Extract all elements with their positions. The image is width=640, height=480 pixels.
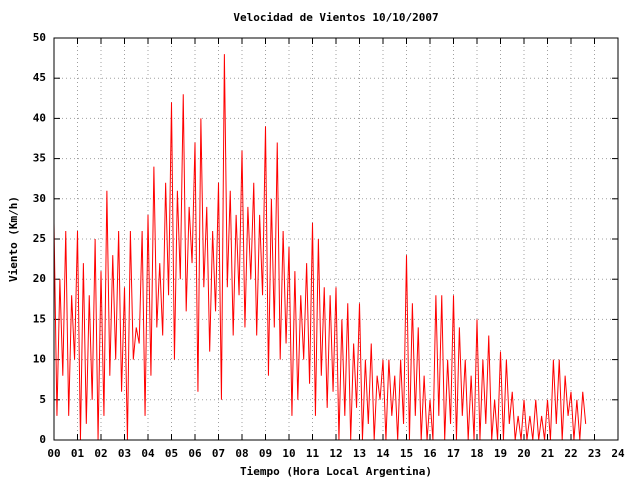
x-axis-label: Tiempo (Hora Local Argentina) [240,465,432,478]
x-tick-label: 10 [282,447,295,460]
wind-line [53,54,587,441]
x-tick-label: 03 [118,447,131,460]
x-tick-label: 16 [423,447,437,460]
x-tick-label: 19 [494,447,507,460]
y-tick-label: 5 [39,393,46,406]
x-tick-label: 02 [94,447,107,460]
y-tick-label: 35 [33,152,46,165]
x-tick-label: 00 [47,447,60,460]
x-tick-label: 09 [259,447,272,460]
x-tick-label: 17 [447,447,460,460]
x-tick-label: 08 [235,447,248,460]
y-tick-label: 30 [33,192,46,205]
y-tick-label: 25 [33,232,46,245]
x-tick-label: 13 [353,447,366,460]
x-tick-label: 24 [611,447,625,460]
chart-title: Velocidad de Vientos 10/10/2007 [233,11,438,24]
y-tick-label: 50 [33,31,46,44]
x-tick-label: 06 [188,447,202,460]
x-tick-label: 15 [400,447,413,460]
y-tick-label: 10 [33,353,46,366]
x-tick-label: 07 [212,447,225,460]
x-tick-label: 01 [71,447,85,460]
x-tick-label: 23 [588,447,601,460]
x-tick-label: 22 [564,447,577,460]
x-tick-label: 04 [141,447,155,460]
x-tick-label: 20 [517,447,530,460]
y-tick-label: 45 [33,71,46,84]
y-tick-label: 15 [33,312,46,325]
x-tick-label: 14 [376,447,390,460]
x-tick-label: 05 [165,447,178,460]
y-tick-label: 40 [33,111,46,124]
x-tick-label: 12 [329,447,342,460]
y-tick-label: 0 [39,433,46,446]
x-tick-label: 21 [541,447,555,460]
plot-frame [53,37,619,441]
x-tick-label: 11 [306,447,320,460]
x-tick-label: 18 [470,447,483,460]
y-tick-label: 20 [33,272,46,285]
y-axis-label: Viento (Km/h) [7,196,20,282]
